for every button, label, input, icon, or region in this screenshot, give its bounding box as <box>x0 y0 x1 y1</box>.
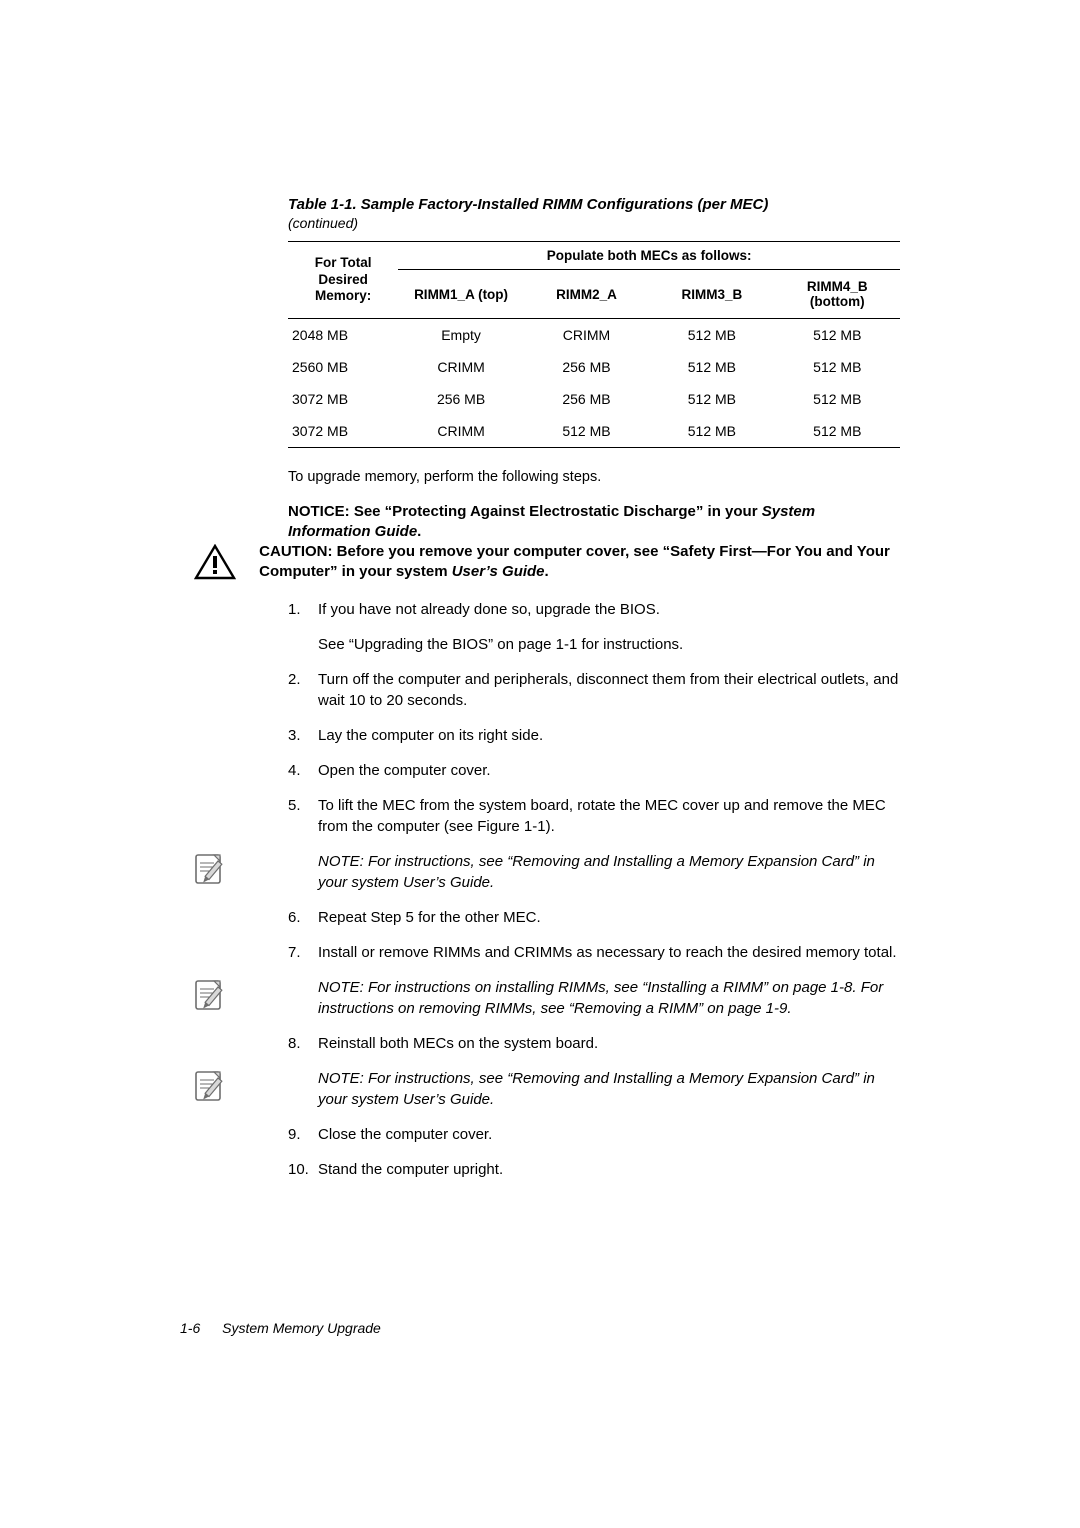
cell: 512 MB <box>649 383 774 415</box>
cell: 512 MB <box>649 415 774 448</box>
hdr-left-1: For Total <box>315 255 372 270</box>
note-text: NOTE: For instructions on installing RIM… <box>288 977 900 1019</box>
step-text: If you have not already done so, upgrade… <box>318 601 660 618</box>
step-text: Reinstall both MECs on the system board. <box>318 1033 900 1054</box>
step-num: 7. <box>288 942 318 963</box>
cell: 256 MB <box>524 383 649 415</box>
cell: 512 MB <box>775 415 900 448</box>
note-text: NOTE: For instructions, see “Removing an… <box>288 851 900 893</box>
step-2: 2. Turn off the computer and peripherals… <box>288 669 900 711</box>
step-text: Stand the computer upright. <box>318 1159 900 1180</box>
table-row: 2560 MB CRIMM 256 MB 512 MB 512 MB <box>288 351 900 383</box>
cell: 512 MB <box>649 319 774 352</box>
cell: CRIMM <box>524 319 649 352</box>
footer-page: 1-6 <box>180 1320 200 1336</box>
step-text: Open the computer cover. <box>318 760 900 781</box>
step-4: 4. Open the computer cover. <box>288 760 900 781</box>
step-10: 10. Stand the computer upright. <box>288 1159 900 1180</box>
note-text: NOTE: For instructions, see “Removing an… <box>288 1068 900 1110</box>
cell: CRIMM <box>398 415 523 448</box>
footer-text: System Memory Upgrade <box>222 1320 381 1336</box>
note-icon-col <box>180 1068 288 1104</box>
step-9: 9. Close the computer cover. <box>288 1124 900 1145</box>
step-7: 7. Install or remove RIMMs and CRIMMs as… <box>288 942 900 963</box>
step-text: Close the computer cover. <box>318 1124 900 1145</box>
cell: 512 MB <box>775 383 900 415</box>
note-icon <box>194 851 238 887</box>
cell: Empty <box>398 319 523 352</box>
step-3: 3. Lay the computer on its right side. <box>288 725 900 746</box>
step-list: 1. If you have not already done so, upgr… <box>288 599 900 1180</box>
step-5: 5. To lift the MEC from the system board… <box>288 795 900 837</box>
step-num: 1. <box>288 599 318 655</box>
table-header-span: Populate both MECs as follows: <box>398 242 900 270</box>
table-continued: (continued) <box>288 215 900 231</box>
table-row: 2048 MB Empty CRIMM 512 MB 512 MB <box>288 319 900 352</box>
step-num: 5. <box>288 795 318 837</box>
step-text: Install or remove RIMMs and CRIMMs as ne… <box>318 942 900 963</box>
notice-c: . <box>417 523 421 540</box>
hdr-left-2: Desired <box>318 272 368 287</box>
note-1: NOTE: For instructions, see “Removing an… <box>180 851 900 907</box>
caution-a: CAUTION: Before you remove your computer… <box>259 543 890 580</box>
step-subtext: See “Upgrading the BIOS” on page 1-1 for… <box>318 634 900 655</box>
col-rimm3: RIMM3_B <box>649 270 774 319</box>
step-text: Repeat Step 5 for the other MEC. <box>318 907 900 928</box>
rimm-config-table: For Total Desired Memory: Populate both … <box>288 241 900 448</box>
cell: 512 MB <box>524 415 649 448</box>
cell: 2048 MB <box>288 319 398 352</box>
notice-a: NOTICE: See “Protecting Against Electros… <box>288 503 762 520</box>
note-icon <box>194 977 238 1013</box>
cell: 512 MB <box>649 351 774 383</box>
note-icon-col <box>180 851 288 887</box>
cell: 256 MB <box>398 383 523 415</box>
table-title: Table 1-1. Sample Factory-Installed RIMM… <box>288 196 900 213</box>
cell: 2560 MB <box>288 351 398 383</box>
cell: 512 MB <box>775 319 900 352</box>
table-row: 3072 MB 256 MB 256 MB 512 MB 512 MB <box>288 383 900 415</box>
step-num: 9. <box>288 1124 318 1145</box>
step-num: 3. <box>288 725 318 746</box>
step-num: 6. <box>288 907 318 928</box>
step-num: 2. <box>288 669 318 711</box>
table-header-left: For Total Desired Memory: <box>288 242 398 319</box>
page-footer: 1-6 System Memory Upgrade <box>180 1320 381 1336</box>
step-text: To lift the MEC from the system board, r… <box>318 795 900 837</box>
note-2: NOTE: For instructions on installing RIM… <box>180 977 900 1033</box>
step-1: 1. If you have not already done so, upgr… <box>288 599 900 655</box>
note-3: NOTE: For instructions, see “Removing an… <box>180 1068 900 1124</box>
table-row: 3072 MB CRIMM 512 MB 512 MB 512 MB <box>288 415 900 448</box>
caution-book: User’s Guide <box>452 563 545 580</box>
cell: 3072 MB <box>288 415 398 448</box>
hdr-left-3: Memory: <box>315 288 371 303</box>
step-num: 8. <box>288 1033 318 1054</box>
caution-block: CAUTION: Before you remove your computer… <box>288 542 900 583</box>
cell: 3072 MB <box>288 383 398 415</box>
note-icon <box>194 1068 238 1104</box>
cell: CRIMM <box>398 351 523 383</box>
col-rimm4: RIMM4_B (bottom) <box>775 270 900 319</box>
step-num: 10. <box>288 1159 318 1180</box>
step-text: Lay the computer on its right side. <box>318 725 900 746</box>
page-content: Table 1-1. Sample Factory-Installed RIMM… <box>288 196 900 1180</box>
col-rimm4-l2: (bottom) <box>810 294 865 309</box>
cell: 256 MB <box>524 351 649 383</box>
step-8: 8. Reinstall both MECs on the system boa… <box>288 1033 900 1054</box>
cell: 512 MB <box>775 351 900 383</box>
caution-icon-col <box>180 542 259 580</box>
intro-text: To upgrade memory, perform the following… <box>288 468 900 488</box>
col-rimm4-l1: RIMM4_B <box>807 279 868 294</box>
caution-c: . <box>545 563 549 580</box>
note-icon-col <box>180 977 288 1013</box>
notice-block: NOTICE: See “Protecting Against Electros… <box>288 502 900 543</box>
step-text: Turn off the computer and peripherals, d… <box>318 669 900 711</box>
step-num: 4. <box>288 760 318 781</box>
col-rimm1: RIMM1_A (top) <box>398 270 523 319</box>
step-6: 6. Repeat Step 5 for the other MEC. <box>288 907 900 928</box>
caution-icon <box>194 544 236 580</box>
col-rimm2: RIMM2_A <box>524 270 649 319</box>
